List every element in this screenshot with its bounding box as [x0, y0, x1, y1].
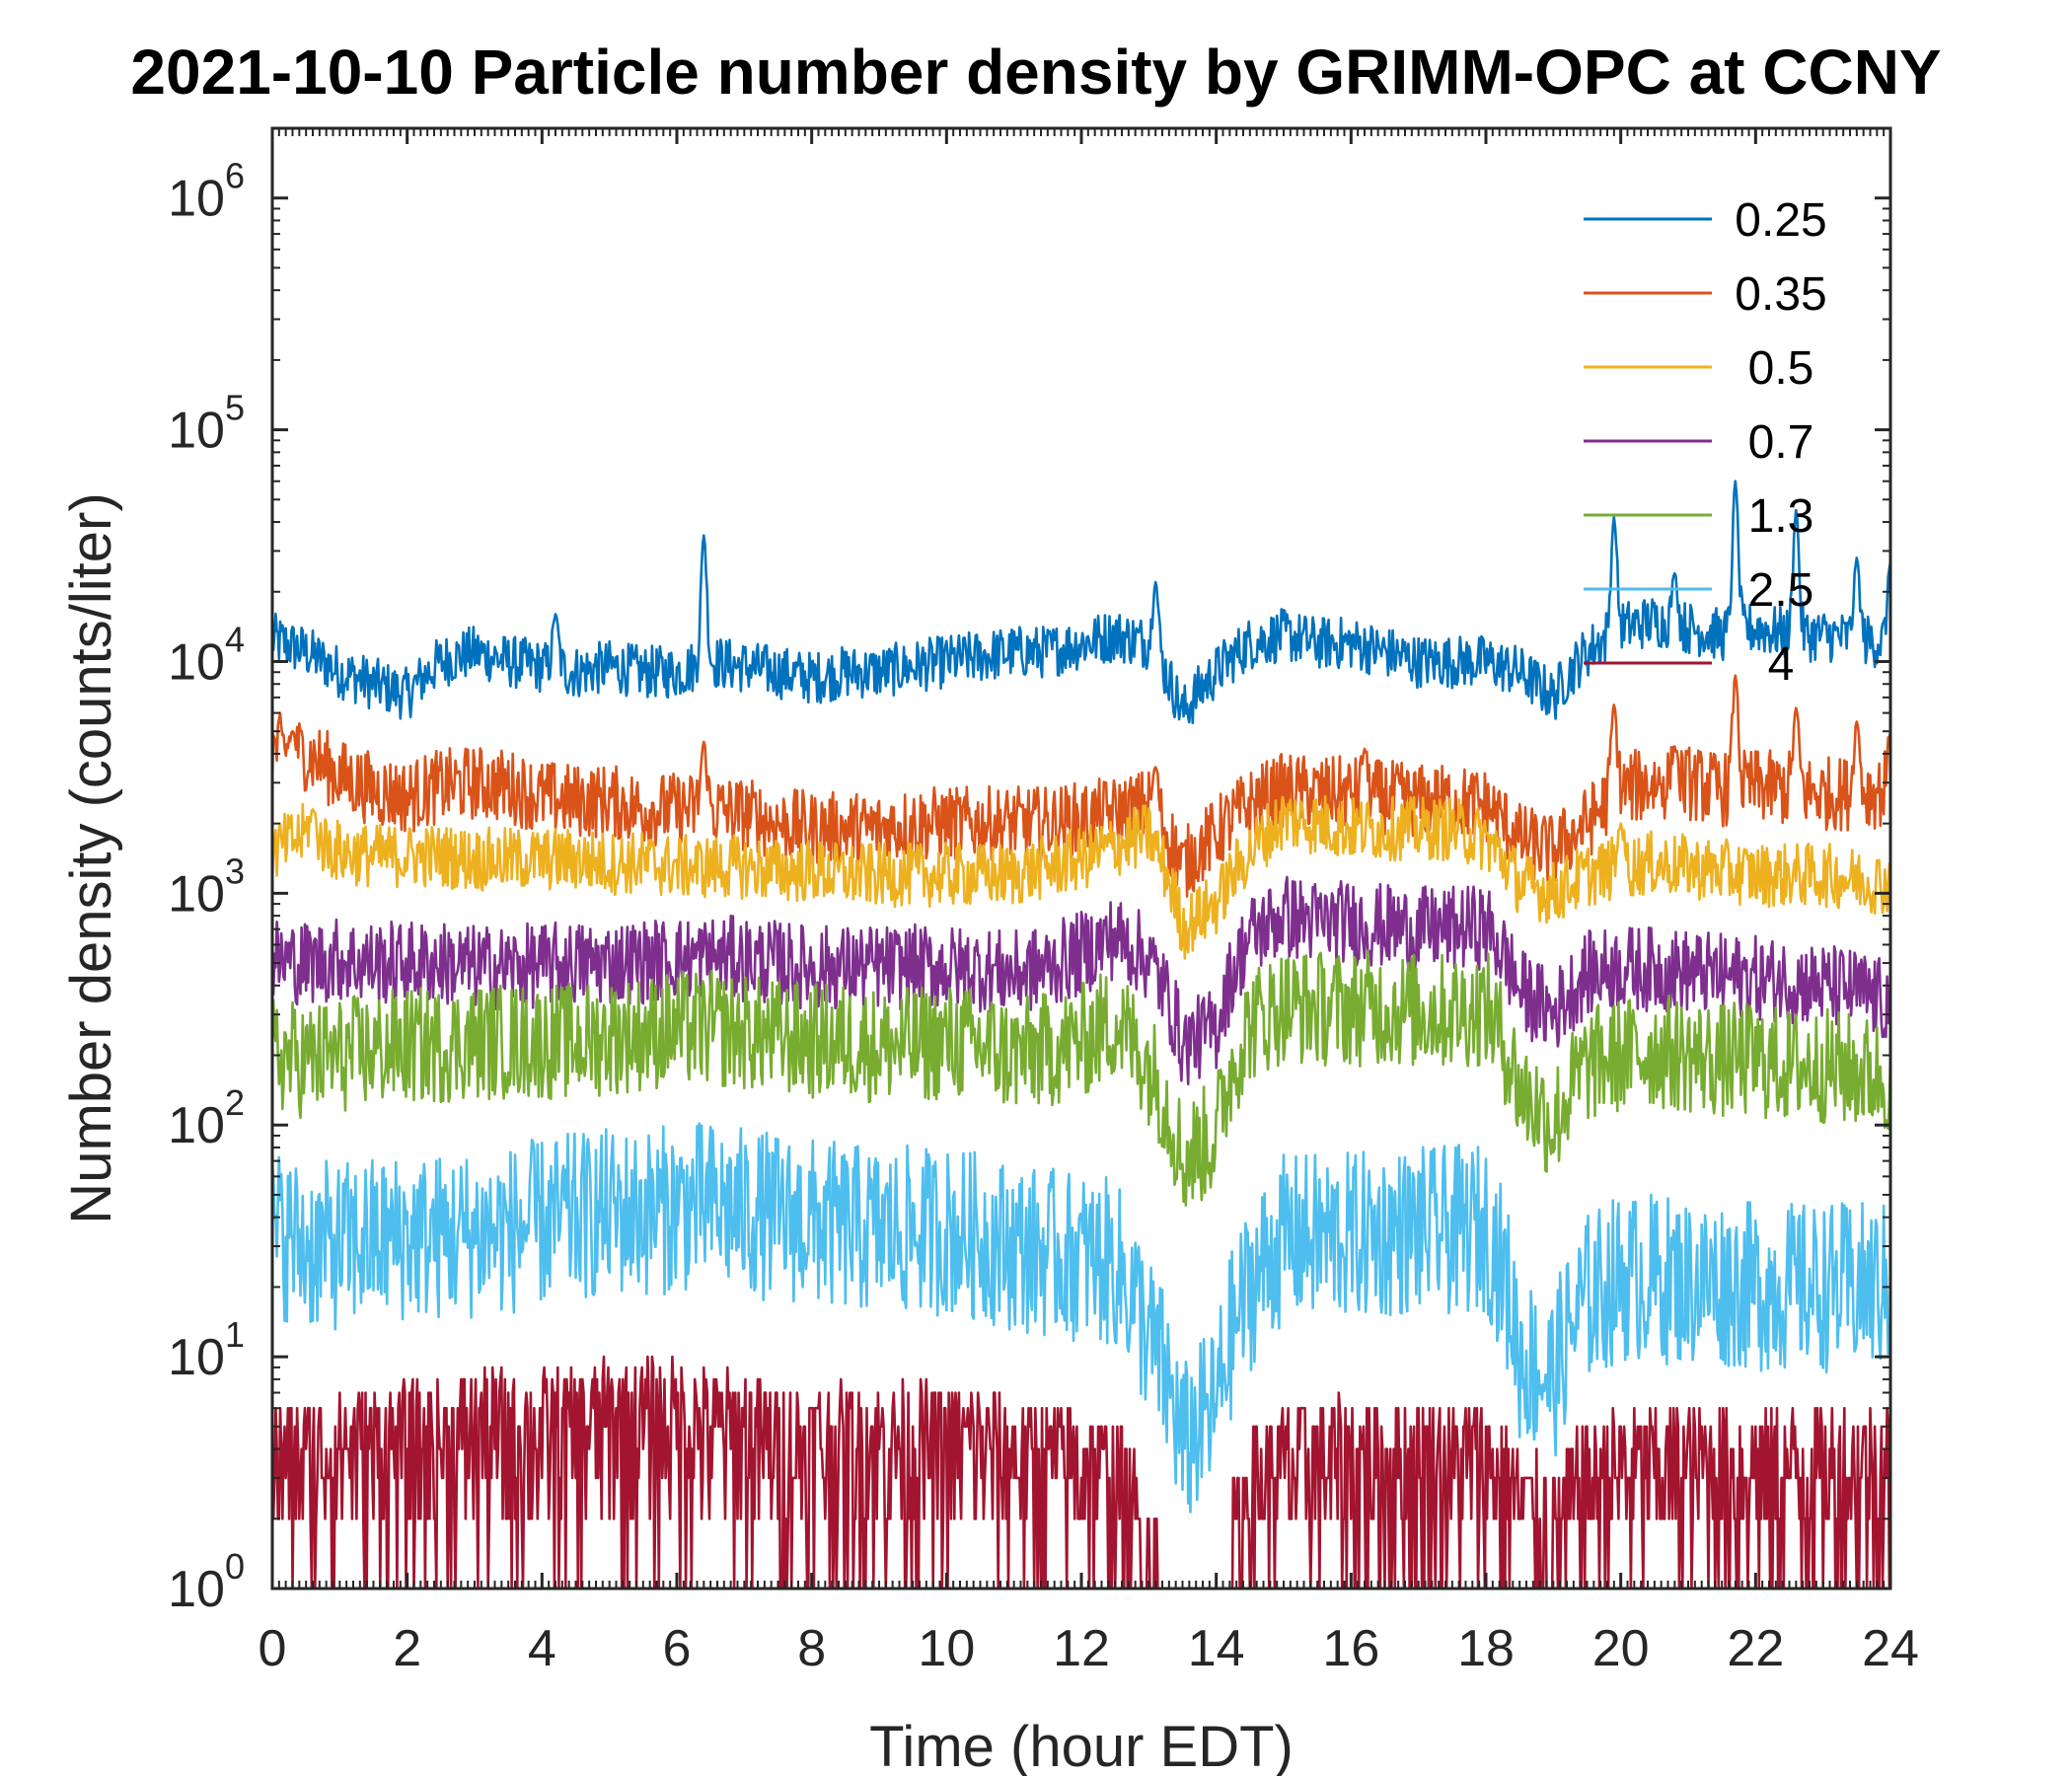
legend-item-4: 4	[1584, 638, 1794, 691]
x-tick-label: 20	[1592, 1620, 1650, 1677]
series-0.7	[272, 875, 1890, 1086]
legend-item-0.35: 0.35	[1584, 268, 1827, 321]
legend-item-0.5: 0.5	[1584, 342, 1813, 395]
x-tick-label: 0	[259, 1620, 287, 1677]
x-tick-label: 4	[528, 1620, 556, 1677]
legend-item-0.7: 0.7	[1584, 416, 1813, 469]
series-line-0.7	[272, 875, 1890, 1086]
series-line-0.35	[272, 674, 1890, 898]
series-2.5	[272, 1122, 1890, 1514]
legend-label: 0.5	[1748, 342, 1814, 395]
series-0.25	[272, 480, 1890, 725]
x-tick-label: 24	[1862, 1620, 1919, 1677]
y-tick-label: 101	[168, 1314, 245, 1386]
ticks-layer: 0 2 4 6 8 10 12 14 16 18 20 22 241001011021031041051…	[168, 128, 1919, 1677]
y-axis-label: Number density (counts/liter)	[59, 492, 123, 1223]
series-0.5	[272, 794, 1890, 960]
y-tick-label: 102	[168, 1082, 245, 1154]
chart-title: 2021-10-10 Particle number density by GR…	[130, 37, 1941, 108]
series-0.35	[272, 674, 1890, 898]
legend-label: 2.5	[1748, 564, 1814, 617]
legend: 0.25 0.35 0.5 0.7 1.3 2.5 4	[1584, 194, 1827, 691]
x-tick-label: 8	[797, 1620, 826, 1677]
y-tick-label: 105	[168, 388, 245, 460]
x-tick-label: 18	[1457, 1620, 1515, 1677]
legend-item-1.3: 1.3	[1584, 490, 1813, 543]
x-tick-label: 12	[1053, 1620, 1110, 1677]
legend-item-0.25: 0.25	[1584, 194, 1827, 247]
y-tick-label: 103	[168, 851, 245, 923]
series-line-0.25	[272, 480, 1890, 725]
plot-area: 0 2 4 6 8 10 12 14 16 18 20 22 241001011021031041051…	[168, 126, 1919, 1677]
legend-label: 0.35	[1735, 268, 1826, 321]
y-tick-label: 106	[168, 156, 245, 228]
legend-label: 1.3	[1748, 490, 1814, 543]
x-tick-label: 16	[1322, 1620, 1379, 1677]
x-axis-label: Time (hour EDT)	[869, 1715, 1294, 1776]
x-tick-label: 14	[1188, 1620, 1245, 1677]
y-tick-label: 104	[168, 619, 245, 691]
series-line-0.5	[272, 794, 1890, 960]
series-1.3	[272, 949, 1890, 1207]
series-line-4	[272, 1355, 1890, 1589]
legend-label: 0.7	[1748, 416, 1814, 469]
series-line-1.3	[272, 949, 1890, 1207]
x-tick-label: 2	[393, 1620, 421, 1677]
legend-label: 4	[1768, 638, 1795, 691]
series-4	[272, 1355, 1890, 1589]
series-layer	[272, 480, 1890, 1589]
x-tick-label: 10	[918, 1620, 975, 1677]
series-line-2.5	[272, 1122, 1890, 1514]
y-tick-label: 100	[168, 1546, 245, 1618]
legend-item-2.5: 2.5	[1584, 564, 1813, 617]
x-tick-label: 6	[663, 1620, 692, 1677]
x-tick-label: 22	[1727, 1620, 1784, 1677]
legend-label: 0.25	[1735, 194, 1826, 247]
